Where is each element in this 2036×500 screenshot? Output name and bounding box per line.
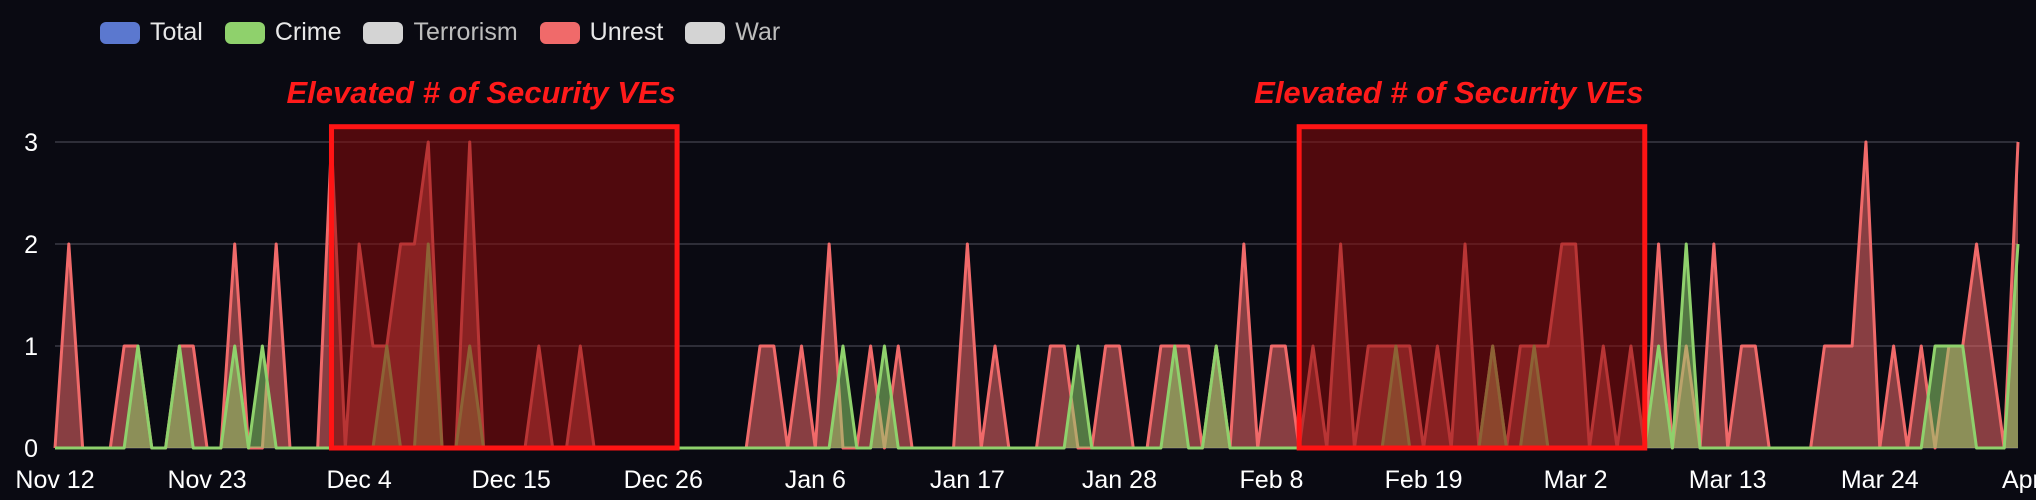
x-tick-label: Mar 2 <box>1544 466 1608 494</box>
legend: Total Crime Terrorism Unrest War <box>100 18 780 47</box>
legend-label: War <box>735 18 781 46</box>
x-tick-label: Jan 28 <box>1082 466 1157 494</box>
x-tick-label: Feb 8 <box>1240 466 1304 494</box>
y-tick-label: 1 <box>24 333 38 361</box>
legend-swatch <box>363 21 404 44</box>
x-tick-label: Nov 12 <box>15 466 94 494</box>
legend-swatch <box>685 21 726 44</box>
legend-label: Crime <box>274 18 342 46</box>
x-tick-label: Jan 6 <box>785 466 846 494</box>
highlight-annotation: Elevated # of Security VEs <box>1254 74 1644 110</box>
x-tick-label: Jan 17 <box>930 466 1005 494</box>
x-tick-label: Dec 4 <box>326 466 391 494</box>
x-tick-label: Mar 13 <box>1689 466 1767 494</box>
x-tick-label: Mar 24 <box>1841 466 1919 494</box>
y-tick-label: 3 <box>24 129 38 157</box>
y-tick-label: 0 <box>24 435 38 463</box>
x-tick-label: Dec 15 <box>472 466 551 494</box>
legend-item-total[interactable]: Total <box>100 18 203 47</box>
legend-item-war[interactable]: War <box>685 18 780 47</box>
highlight-box <box>1296 124 1648 451</box>
highlight-annotation: Elevated # of Security VEs <box>286 74 676 110</box>
legend-item-unrest[interactable]: Unrest <box>539 18 664 47</box>
legend-label: Unrest <box>589 18 664 46</box>
legend-label: Terrorism <box>413 18 518 46</box>
x-tick-label: Feb 19 <box>1385 466 1463 494</box>
legend-item-crime[interactable]: Crime <box>224 18 342 47</box>
highlight-box <box>328 124 680 451</box>
legend-swatch <box>539 21 580 44</box>
legend-swatch <box>100 21 140 44</box>
y-tick-label: 2 <box>24 231 38 259</box>
legend-swatch <box>224 21 265 44</box>
x-tick-label: Dec 26 <box>624 466 703 494</box>
x-tick-label: Nov 23 <box>167 466 246 494</box>
legend-item-terrorism[interactable]: Terrorism <box>363 18 518 47</box>
x-tick-label: Apr 4 <box>2002 466 2036 494</box>
legend-label: Total <box>150 18 203 46</box>
